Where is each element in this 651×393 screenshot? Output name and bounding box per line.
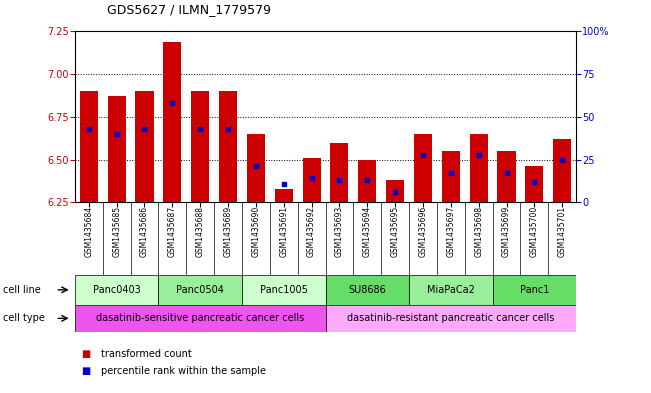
Text: GSM1435695: GSM1435695 <box>391 206 400 257</box>
Text: GSM1435691: GSM1435691 <box>279 206 288 257</box>
Text: GSM1435685: GSM1435685 <box>112 206 121 257</box>
Text: GSM1435686: GSM1435686 <box>140 206 149 257</box>
Bar <box>158 275 242 305</box>
Text: percentile rank within the sample: percentile rank within the sample <box>101 366 266 376</box>
Text: GSM1435700: GSM1435700 <box>530 206 539 257</box>
Bar <box>191 91 209 202</box>
Bar <box>247 134 265 202</box>
Text: ■: ■ <box>81 366 90 376</box>
Text: MiaPaCa2: MiaPaCa2 <box>427 285 475 295</box>
Bar <box>493 275 576 305</box>
Bar <box>330 143 348 202</box>
Text: cell line: cell line <box>3 285 41 295</box>
Bar <box>75 305 326 332</box>
Text: cell type: cell type <box>3 313 45 323</box>
Text: GSM1435688: GSM1435688 <box>196 206 204 257</box>
Text: transformed count: transformed count <box>101 349 191 359</box>
Text: GSM1435698: GSM1435698 <box>474 206 483 257</box>
Bar <box>326 305 576 332</box>
Bar <box>525 167 544 202</box>
Text: Panc0504: Panc0504 <box>176 285 224 295</box>
Text: GDS5627 / ILMN_1779579: GDS5627 / ILMN_1779579 <box>107 3 271 16</box>
Bar <box>163 42 182 202</box>
Bar <box>358 160 376 202</box>
Bar <box>409 275 493 305</box>
Text: GSM1435689: GSM1435689 <box>223 206 232 257</box>
Text: GSM1435684: GSM1435684 <box>84 206 93 257</box>
Text: SU8686: SU8686 <box>348 285 386 295</box>
Text: Panc0403: Panc0403 <box>92 285 141 295</box>
Text: GSM1435692: GSM1435692 <box>307 206 316 257</box>
Bar <box>79 91 98 202</box>
Text: GSM1435687: GSM1435687 <box>168 206 177 257</box>
Text: GSM1435690: GSM1435690 <box>251 206 260 257</box>
Bar <box>135 91 154 202</box>
Text: GSM1435693: GSM1435693 <box>335 206 344 257</box>
Text: GSM1435701: GSM1435701 <box>558 206 567 257</box>
Text: GSM1435699: GSM1435699 <box>502 206 511 257</box>
Bar <box>303 158 321 202</box>
Text: GSM1435697: GSM1435697 <box>447 206 455 257</box>
Bar <box>414 134 432 202</box>
Text: dasatinib-resistant pancreatic cancer cells: dasatinib-resistant pancreatic cancer ce… <box>347 313 555 323</box>
Bar <box>107 96 126 202</box>
Bar <box>275 189 293 202</box>
Bar <box>219 91 237 202</box>
Bar <box>326 275 409 305</box>
Bar <box>386 180 404 202</box>
Text: GSM1435696: GSM1435696 <box>419 206 428 257</box>
Text: ■: ■ <box>81 349 90 359</box>
Text: dasatinib-sensitive pancreatic cancer cells: dasatinib-sensitive pancreatic cancer ce… <box>96 313 304 323</box>
Text: Panc1005: Panc1005 <box>260 285 308 295</box>
Bar <box>553 139 572 202</box>
Bar <box>442 151 460 202</box>
Bar <box>469 134 488 202</box>
Text: GSM1435694: GSM1435694 <box>363 206 372 257</box>
Bar <box>75 275 158 305</box>
Bar <box>497 151 516 202</box>
Bar <box>242 275 326 305</box>
Text: Panc1: Panc1 <box>519 285 549 295</box>
